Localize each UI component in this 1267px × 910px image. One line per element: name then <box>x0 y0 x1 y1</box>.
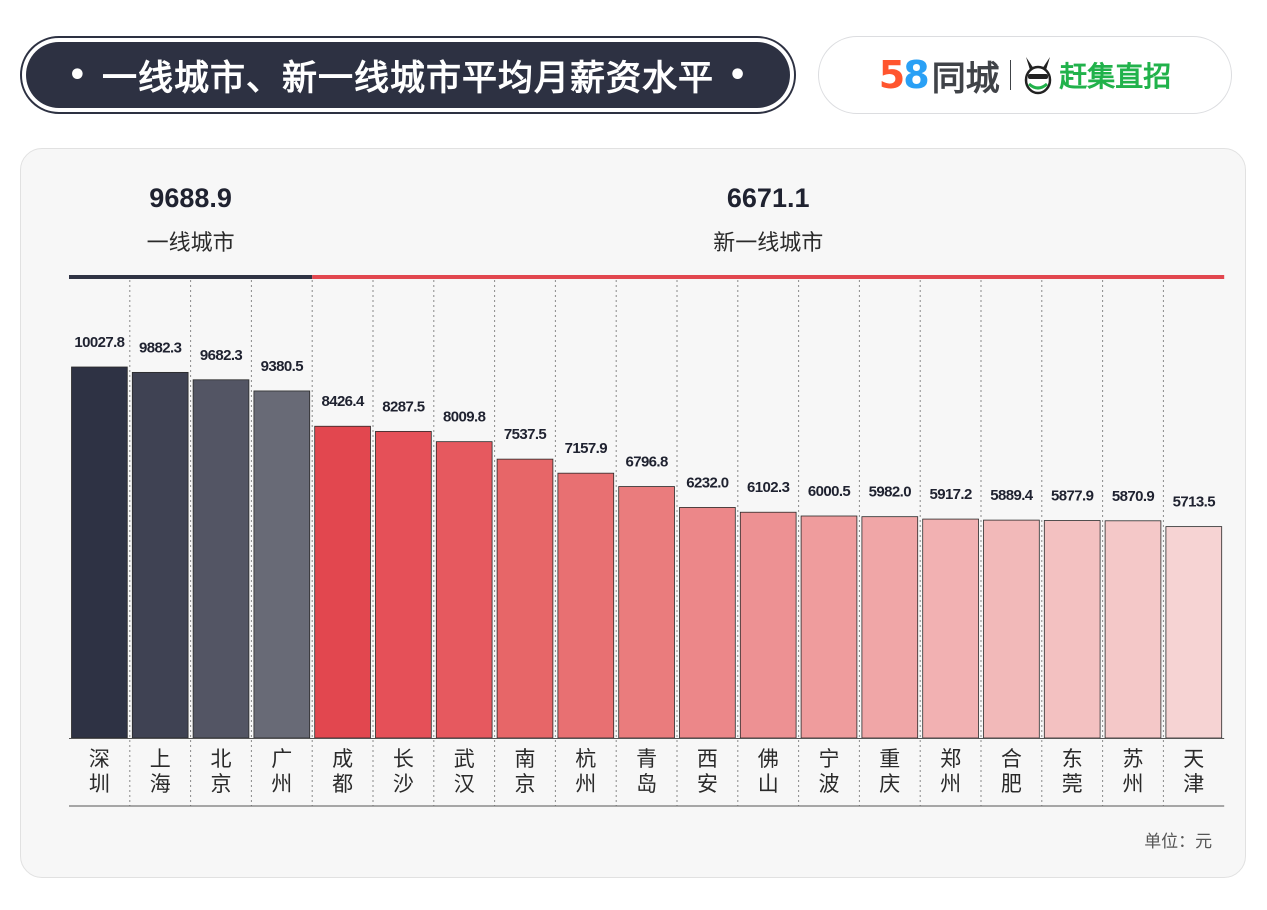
bar-value-label: 5889.4 <box>990 487 1034 504</box>
category-label: 州 <box>940 772 961 796</box>
bar-value-label: 8426.4 <box>321 393 365 410</box>
category-label: 武 <box>454 747 475 771</box>
category-label: 上 <box>150 747 171 771</box>
bar-value-label: 5917.2 <box>929 486 972 503</box>
bar <box>557 472 615 739</box>
category-label: 庆 <box>879 772 900 796</box>
category-label: 西 <box>697 747 718 771</box>
bar <box>618 486 675 739</box>
category-label: 东 <box>1062 747 1083 771</box>
group-average-value: 9688.9 <box>149 183 232 213</box>
bar <box>679 507 736 739</box>
bar <box>192 379 250 739</box>
bar <box>861 516 919 739</box>
category-label: 京 <box>211 772 232 796</box>
bar <box>375 430 432 739</box>
category-label: 重 <box>879 747 900 771</box>
category-label: 州 <box>1123 772 1144 796</box>
bar-value-label: 8009.8 <box>443 409 486 426</box>
group-average-value: 6671.1 <box>727 183 810 213</box>
bar-value-label: 9380.5 <box>261 358 304 375</box>
bar-value-label: 7537.5 <box>504 426 547 443</box>
bar <box>922 518 979 739</box>
category-label: 天 <box>1183 747 1204 771</box>
bar-value-label: 9682.3 <box>200 347 243 364</box>
category-label: 杭 <box>575 747 596 771</box>
category-label: 佛 <box>758 747 779 771</box>
category-label: 成 <box>332 747 353 771</box>
group-label: 一线城市 <box>147 231 235 256</box>
category-label: 山 <box>758 772 779 796</box>
logo-tongcheng: 同城 <box>931 58 1000 99</box>
bar-value-label: 6000.5 <box>808 483 851 500</box>
group-label: 新一线城市 <box>713 231 823 256</box>
category-label: 肥 <box>1001 772 1022 796</box>
title-bullet-right: • <box>728 57 749 93</box>
category-label: 汉 <box>454 772 475 796</box>
category-label: 安 <box>697 772 718 796</box>
bar-value-label: 6796.8 <box>625 454 668 471</box>
category-label: 波 <box>819 772 840 796</box>
category-label: 郑 <box>940 747 961 771</box>
bar <box>1043 520 1101 739</box>
bar <box>496 458 554 739</box>
bar-value-label: 5713.5 <box>1173 494 1216 511</box>
title-bullet-left: • <box>67 57 88 93</box>
unit-label: 单位：元 <box>1144 832 1212 852</box>
title-banner: • 一线城市、新一线城市平均月薪资水平 • <box>20 36 796 114</box>
category-label: 京 <box>515 772 536 796</box>
category-label: 长 <box>393 747 414 771</box>
chart-panel: 9688.9 一线城市 6671.1 新一线城市 10027.8 深圳 9882.3 上海 96… <box>20 148 1246 878</box>
bar <box>131 371 189 739</box>
bar <box>71 366 128 739</box>
logo-ganji: 赶集直招 <box>1059 60 1172 93</box>
bar-chart: 9688.9 一线城市 6671.1 新一线城市 10027.8 深圳 9882.3 上海 96… <box>69 183 1225 852</box>
logo-divider <box>1009 60 1012 90</box>
bar-value-label: 10027.8 <box>74 334 124 351</box>
group-divider-line <box>69 275 313 279</box>
bar-value-label: 5982.0 <box>869 484 912 501</box>
category-label: 都 <box>332 772 353 796</box>
bar <box>435 441 493 739</box>
category-label: 州 <box>271 772 292 796</box>
bar-value-label: 6102.3 <box>747 479 790 496</box>
group-divider-line <box>312 275 1225 279</box>
brand-logo: 58 同城 赶集直招 <box>818 36 1232 114</box>
page-title: 一线城市、新一线城市平均月薪资水平 <box>101 58 714 99</box>
bar <box>739 511 797 739</box>
category-label: 沙 <box>393 772 414 796</box>
bar-value-label: 5870.9 <box>1112 488 1155 505</box>
logo-58: 58 <box>878 53 930 97</box>
bar <box>1165 526 1223 739</box>
category-label: 深 <box>89 747 110 771</box>
category-label: 南 <box>515 747 536 771</box>
category-label: 青 <box>636 747 657 771</box>
category-label: 北 <box>211 747 232 771</box>
bar-value-label: 8287.5 <box>382 398 425 415</box>
bar-value-label: 9882.3 <box>139 339 182 356</box>
category-label: 苏 <box>1123 747 1144 771</box>
category-label: 海 <box>150 772 171 796</box>
category-label: 圳 <box>89 772 110 796</box>
bar-value-label: 5877.9 <box>1051 488 1094 505</box>
bar-value-label: 6232.0 <box>686 474 729 491</box>
category-label: 津 <box>1183 772 1204 796</box>
category-label: 州 <box>575 772 596 796</box>
bar <box>253 390 311 739</box>
bar <box>1104 520 1162 739</box>
bar <box>983 519 1040 739</box>
category-label: 合 <box>1001 747 1022 771</box>
category-label: 宁 <box>819 747 840 771</box>
bar <box>800 515 858 739</box>
title-bar: • 一线城市、新一线城市平均月薪资水平 • <box>26 42 790 108</box>
bar-value-label: 7157.9 <box>565 440 608 457</box>
ganji-donkey-icon <box>1024 57 1052 95</box>
category-label: 岛 <box>636 772 657 796</box>
bar <box>314 425 371 739</box>
category-label: 莞 <box>1062 772 1083 796</box>
category-label: 广 <box>271 747 292 771</box>
